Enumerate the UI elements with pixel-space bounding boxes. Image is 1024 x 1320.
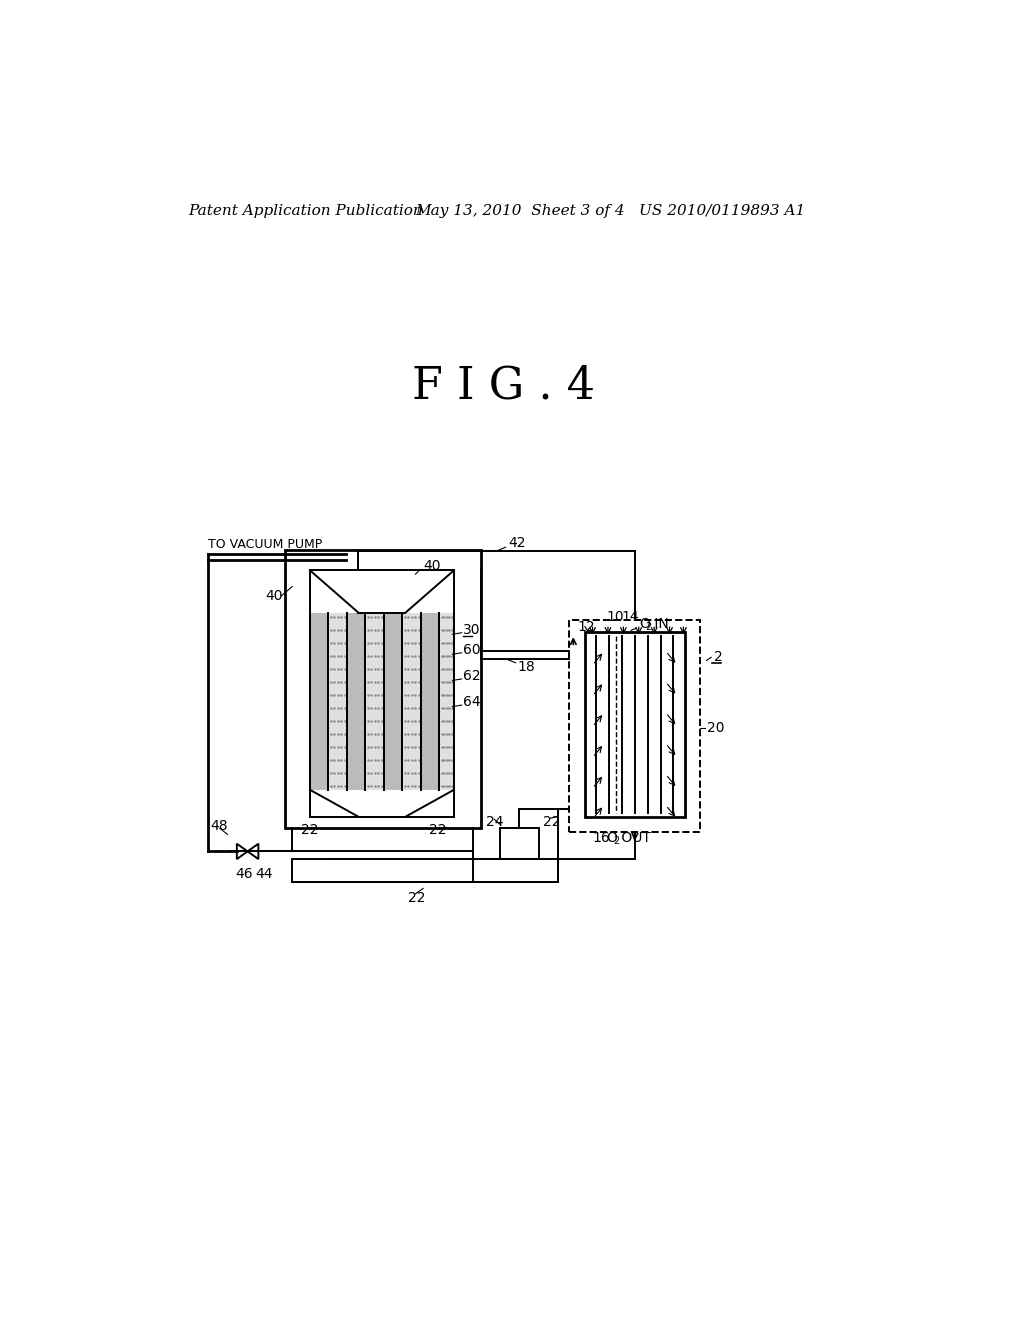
Bar (347, 612, 366, 789)
Text: 62: 62 (463, 669, 481, 682)
Text: 48: 48 (210, 818, 227, 833)
Bar (569, 620, 700, 832)
Text: 24: 24 (486, 816, 504, 829)
Text: 2: 2 (714, 651, 723, 664)
Bar (285, 549, 481, 829)
Text: 22: 22 (408, 891, 425, 904)
Text: 16: 16 (593, 832, 610, 845)
Text: 44: 44 (255, 867, 272, 882)
Text: 12: 12 (578, 619, 595, 634)
Text: Patent Application Publication: Patent Application Publication (188, 203, 423, 218)
Bar (329, 612, 347, 789)
Text: 30: 30 (463, 623, 480, 636)
Text: 20: 20 (707, 721, 724, 735)
Bar (310, 612, 329, 789)
Text: US 2010/0119893 A1: US 2010/0119893 A1 (639, 203, 805, 218)
Text: 40: 40 (423, 560, 440, 573)
Text: IN: IN (649, 618, 669, 631)
Text: 60: 60 (463, 643, 481, 656)
Text: 64: 64 (463, 696, 481, 709)
Text: 22: 22 (543, 816, 560, 829)
Bar (402, 612, 421, 789)
Bar (421, 612, 439, 789)
Text: 22: 22 (301, 822, 319, 837)
Text: 40: 40 (265, 589, 283, 603)
Text: 22: 22 (429, 822, 446, 837)
Bar (500, 829, 539, 859)
Text: OUT: OUT (617, 832, 651, 845)
Text: F I G . 4: F I G . 4 (412, 364, 595, 407)
Text: 42: 42 (508, 536, 525, 550)
Bar (439, 612, 454, 789)
Text: O: O (606, 832, 617, 845)
Text: O: O (639, 618, 649, 631)
Bar (384, 612, 402, 789)
Bar (366, 612, 384, 789)
Bar (585, 632, 685, 817)
Text: 2: 2 (613, 837, 620, 846)
Text: 18: 18 (517, 660, 535, 673)
Text: 46: 46 (236, 867, 253, 882)
Text: TO VACUUM PUMP: TO VACUUM PUMP (208, 539, 322, 552)
Text: 14: 14 (621, 610, 639, 623)
Bar (292, 859, 558, 882)
Bar (310, 570, 454, 817)
Text: May 13, 2010  Sheet 3 of 4: May 13, 2010 Sheet 3 of 4 (416, 203, 625, 218)
Text: 2: 2 (646, 622, 652, 632)
Text: 10: 10 (606, 610, 624, 623)
